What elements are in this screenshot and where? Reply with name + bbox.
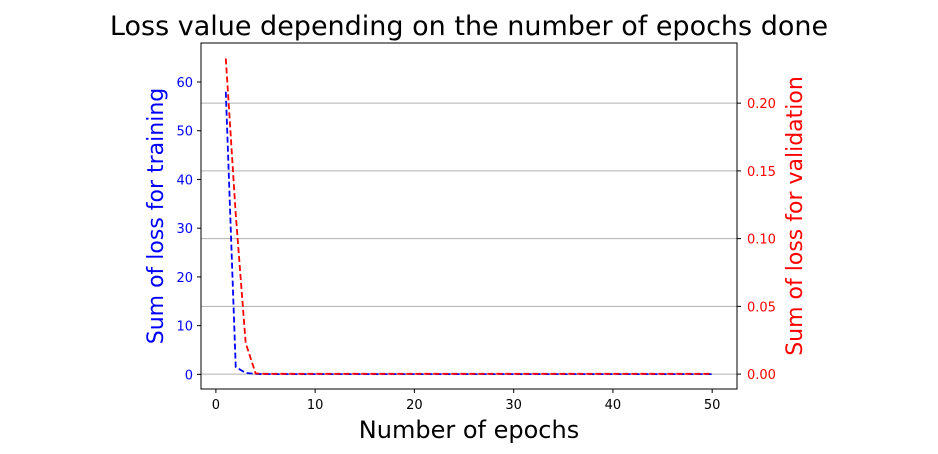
plot-lines <box>224 58 713 376</box>
y-right-tick-label: 0.15 <box>747 165 776 180</box>
x-axis-label: Number of epochs <box>359 416 579 444</box>
gridlines <box>201 102 737 375</box>
chart-title: Loss value depending on the number of ep… <box>110 11 828 42</box>
tick-marks <box>197 81 741 393</box>
y-left-tick-label: 0 <box>185 368 193 383</box>
plot-frame <box>200 42 738 390</box>
y-left-tick-label: 30 <box>176 222 193 237</box>
x-tick-label: 40 <box>605 398 622 413</box>
y-left-tick-label: 60 <box>176 76 193 91</box>
y-right-tick-label: 0.05 <box>747 300 776 315</box>
y-left-tick-label: 20 <box>176 271 193 286</box>
y-left-tick-label: 40 <box>176 173 193 188</box>
y-left-tick-label: 10 <box>176 320 193 335</box>
y-axis-right-label: Sum of loss for validation <box>783 76 808 356</box>
y-right-tick-label: 0.20 <box>747 97 776 112</box>
x-tick-label: 50 <box>704 398 721 413</box>
x-tick-label: 10 <box>307 398 324 413</box>
x-tick-label: 20 <box>406 398 423 413</box>
validation-loss-line <box>224 58 713 375</box>
x-tick-label: 0 <box>212 398 220 413</box>
y-right-tick-label: 0.10 <box>747 233 776 248</box>
training-loss-line <box>224 91 713 376</box>
y-axis-left-label: Sum of loss for training <box>144 88 169 345</box>
y-left-tick-label: 50 <box>176 125 193 140</box>
x-tick-label: 30 <box>505 398 522 413</box>
y-right-tick-label: 0.00 <box>747 368 776 383</box>
